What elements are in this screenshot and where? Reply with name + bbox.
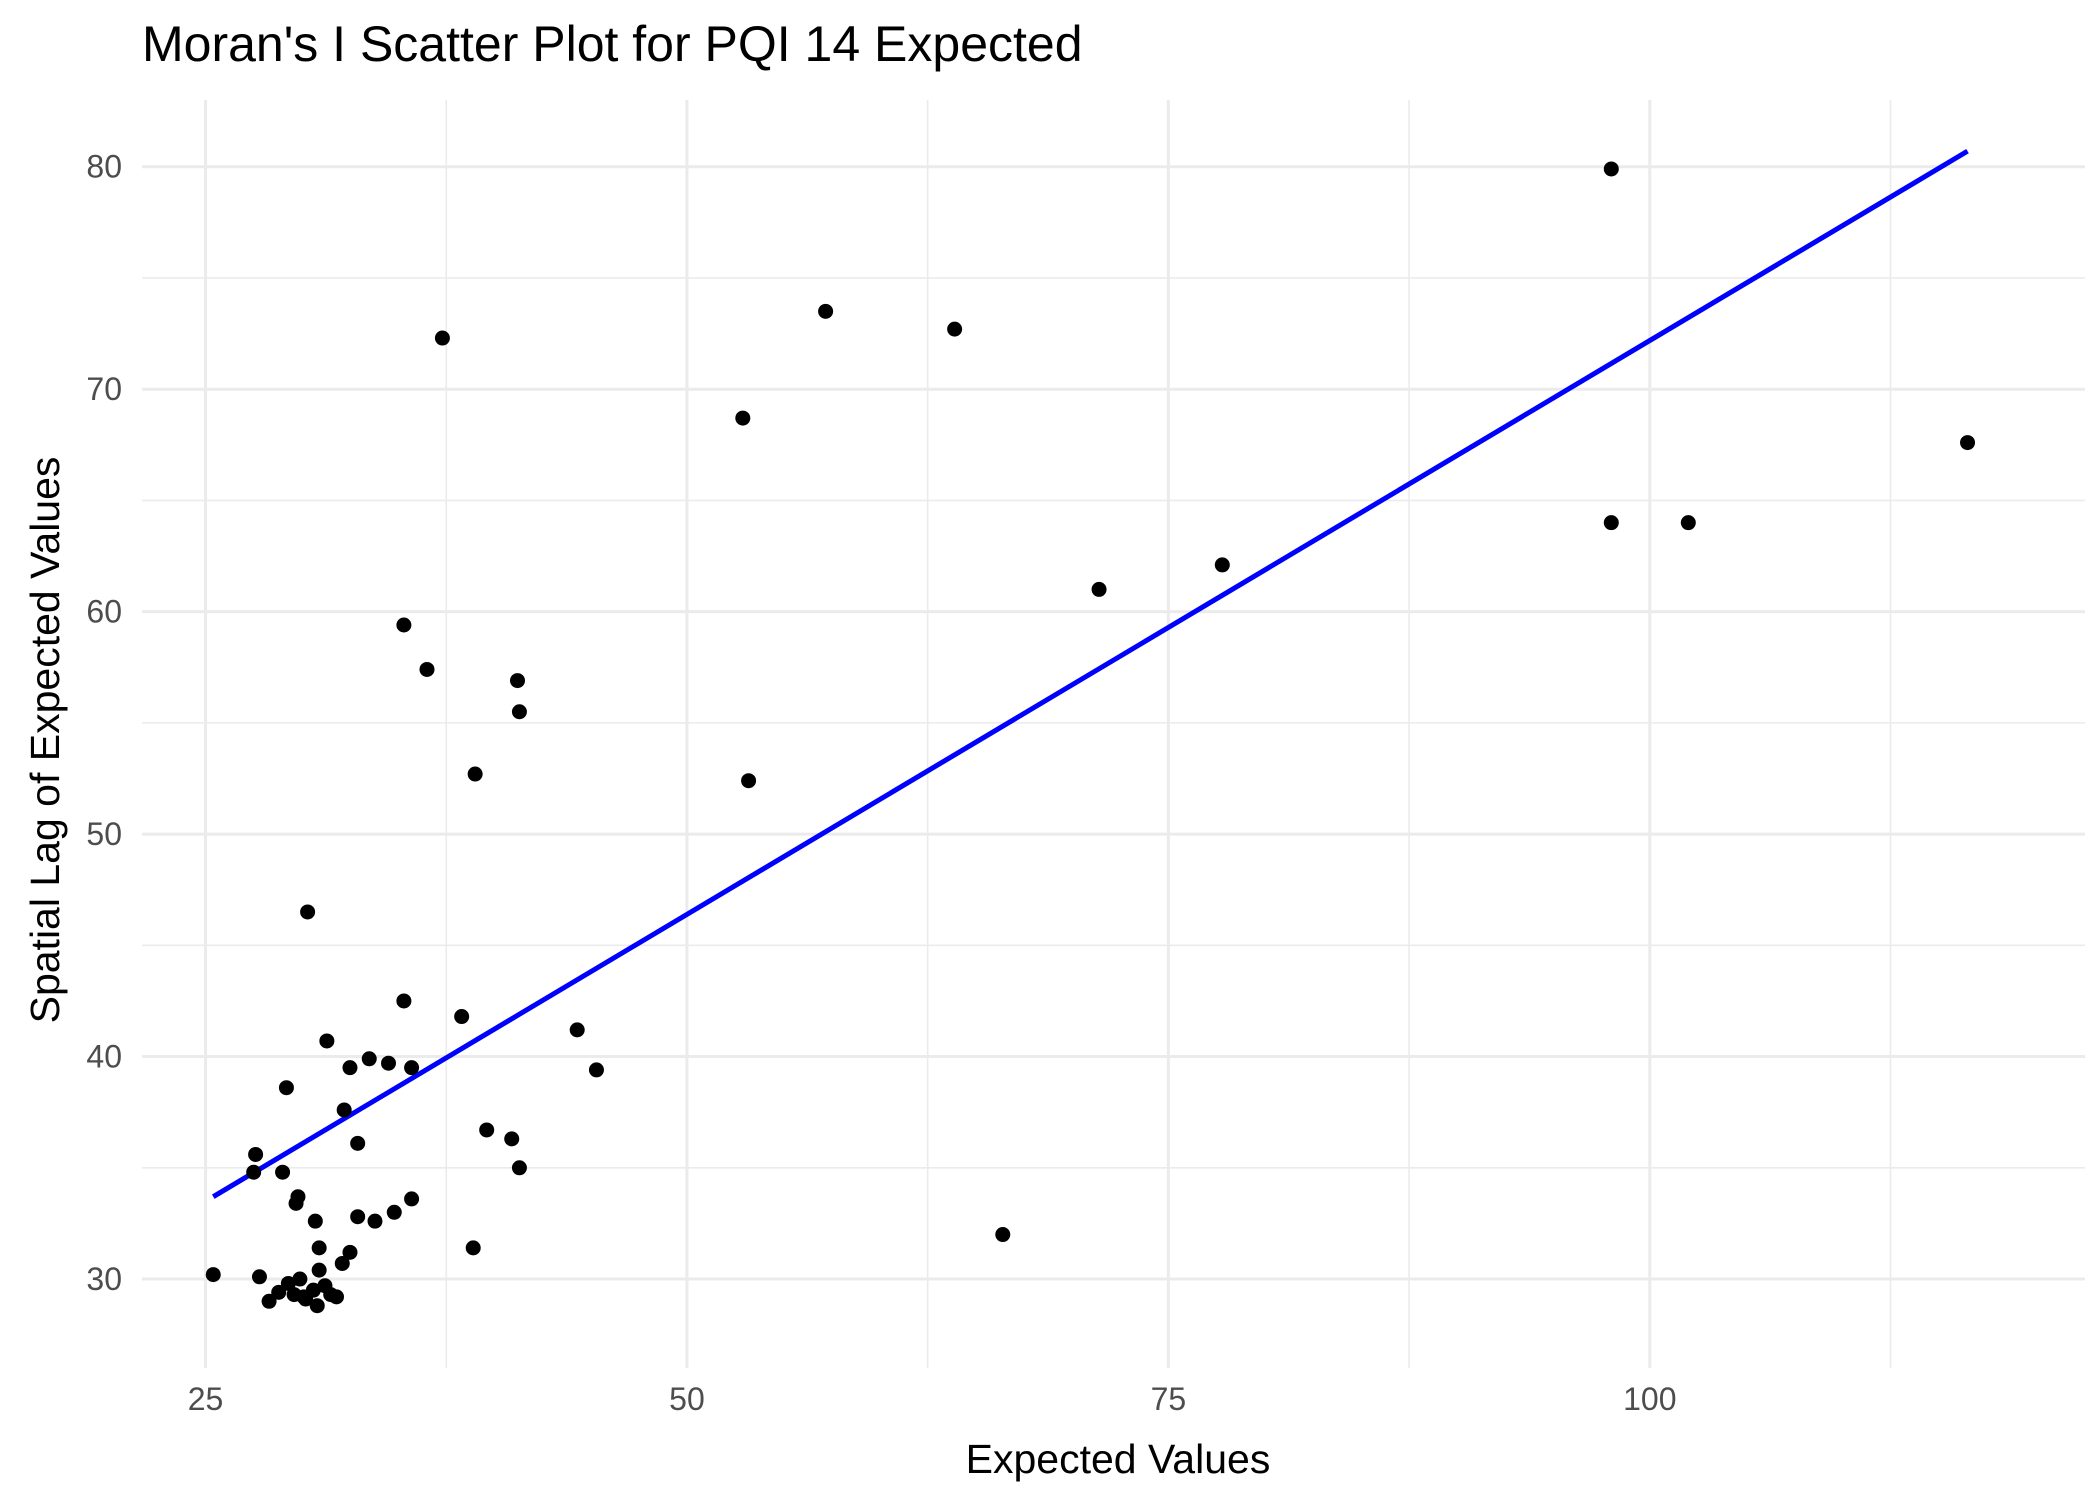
data-point [367, 1213, 383, 1229]
data-point [307, 1213, 323, 1229]
data-point [328, 1289, 344, 1305]
data-point [396, 993, 412, 1009]
x-tick-label: 25 [188, 1381, 224, 1417]
data-point [280, 1275, 296, 1291]
data-point [1603, 515, 1619, 531]
data-point [342, 1060, 358, 1076]
y-axis-title: Spatial Lag of Expected Values [22, 457, 68, 1024]
data-point [205, 1267, 221, 1283]
y-tick-label: 70 [86, 371, 122, 407]
data-point [588, 1062, 604, 1078]
data-point [947, 321, 963, 337]
data-point [1960, 435, 1976, 451]
data-point [311, 1262, 327, 1278]
data-point [818, 303, 834, 319]
data-point [386, 1204, 402, 1220]
data-point [246, 1164, 262, 1180]
data-point [735, 410, 751, 426]
y-tick-label: 40 [86, 1039, 122, 1075]
data-point [1091, 581, 1107, 597]
data-point [1680, 515, 1696, 531]
data-point [396, 617, 412, 633]
data-point [504, 1131, 520, 1147]
data-point [292, 1271, 308, 1287]
y-tick-label: 30 [86, 1261, 122, 1297]
y-tick-label: 80 [86, 149, 122, 185]
x-tick-label: 100 [1623, 1381, 1676, 1417]
tick-labels-layer: 25 50 75 100 30 40 50 60 70 80 [86, 149, 1676, 1417]
data-point [511, 704, 527, 720]
y-tick-label: 60 [86, 594, 122, 630]
grid-layer [142, 100, 2085, 1368]
data-point [309, 1298, 325, 1314]
regression-line [211, 149, 1969, 1199]
data-point [336, 1102, 352, 1118]
x-tick-label: 50 [669, 1381, 705, 1417]
data-point [334, 1255, 350, 1271]
x-tick-label: 75 [1151, 1381, 1187, 1417]
data-point [404, 1191, 420, 1207]
data-point [319, 1033, 335, 1049]
data-point [380, 1055, 396, 1071]
data-point [271, 1284, 287, 1300]
data-point [350, 1209, 366, 1225]
data-point [278, 1080, 294, 1096]
y-tick-label: 50 [86, 816, 122, 852]
data-point [290, 1189, 306, 1205]
data-point [454, 1009, 470, 1025]
data-point [248, 1146, 264, 1162]
x-axis-title: Expected Values [966, 1436, 1271, 1482]
data-point [300, 904, 316, 920]
data-point [479, 1122, 495, 1138]
data-point [434, 330, 450, 346]
data-point [467, 766, 483, 782]
data-point [1214, 557, 1230, 573]
data-point [510, 673, 526, 689]
data-point [251, 1269, 267, 1285]
data-point [741, 773, 757, 789]
data-point [419, 661, 435, 677]
data-point [261, 1293, 277, 1309]
data-point [465, 1240, 481, 1256]
chart-title: Moran's I Scatter Plot for PQI 14 Expect… [142, 16, 1083, 72]
data-point [1603, 161, 1619, 177]
data-point [350, 1135, 366, 1151]
data-point [305, 1282, 321, 1298]
regression-line-layer [211, 149, 1969, 1199]
data-point [569, 1022, 585, 1038]
data-point [342, 1244, 358, 1260]
data-point [511, 1160, 527, 1176]
data-point [995, 1227, 1011, 1243]
data-point [311, 1240, 327, 1256]
points-layer [205, 161, 1976, 1314]
data-point [361, 1051, 377, 1067]
data-point [404, 1060, 420, 1076]
data-point [275, 1164, 291, 1180]
